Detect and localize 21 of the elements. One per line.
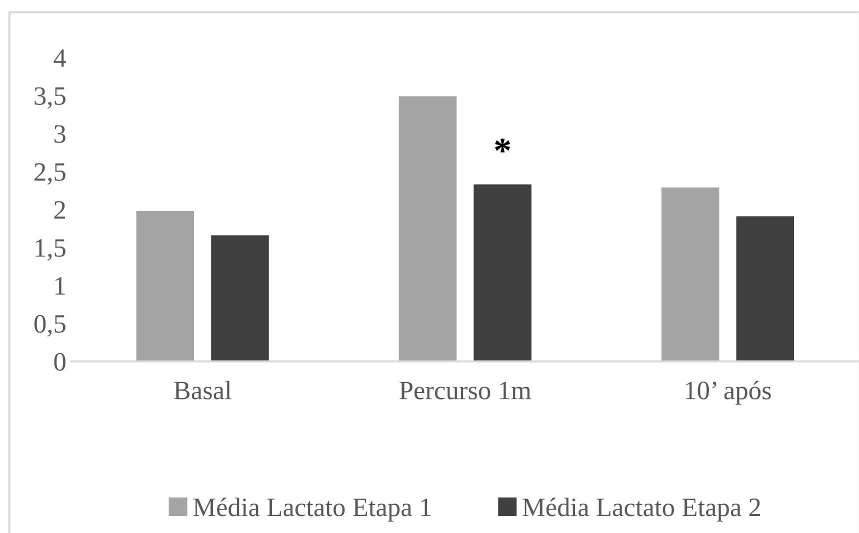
legend-label: Média Lactato Etapa 2	[522, 498, 760, 522]
x-tick-label: Basal	[174, 380, 232, 400]
y-tick-label: 0	[54, 352, 66, 371]
bar	[136, 210, 194, 362]
bar	[661, 187, 720, 362]
bar	[474, 184, 532, 362]
y-tick-label: 4	[54, 49, 66, 67]
x-tick-label: Percurso 1m	[400, 382, 532, 400]
x-tick-label: 10’ após	[686, 380, 771, 405]
bar	[398, 96, 457, 362]
y-tick-label: 1,5	[36, 239, 66, 261]
y-tick-label: 3,5	[34, 87, 66, 109]
y-tick-label: 0,5	[34, 315, 66, 337]
legend-label: Média Lactato Etapa 1	[193, 498, 431, 522]
y-tick-label: 2	[54, 201, 65, 219]
bar	[736, 216, 794, 362]
y-tick-label: 3	[54, 125, 66, 143]
annotation: *	[495, 138, 510, 152]
y-tick-label: 1	[56, 277, 65, 295]
y-tick-label: 2,5	[34, 163, 66, 185]
bar	[211, 235, 269, 362]
